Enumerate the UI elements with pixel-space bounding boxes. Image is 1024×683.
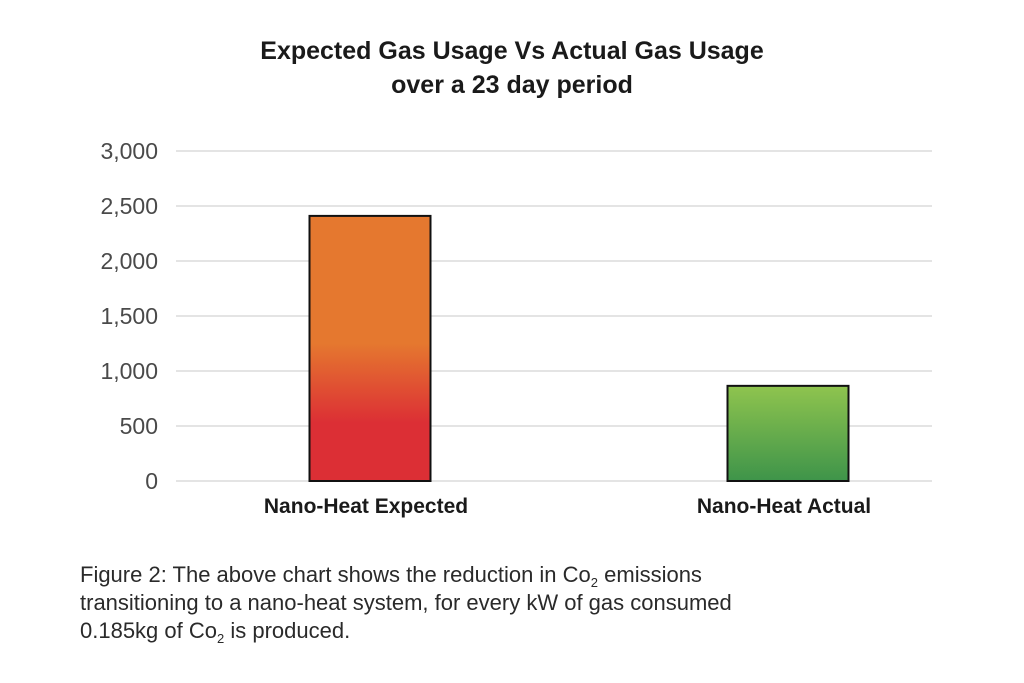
y-axis-tick-labels: 0 500 1,000 1,500 2,000 2,500 3,000	[100, 138, 158, 494]
y-tick-label: 3,000	[100, 138, 158, 164]
y-tick-label: 2,000	[100, 248, 158, 274]
figure-caption: Figure 2: The above chart shows the redu…	[80, 561, 960, 645]
y-tick-label: 2,500	[100, 193, 158, 219]
y-tick-label: 0	[145, 468, 158, 494]
caption-line-3: 0.185kg of Co2 is produced.	[80, 618, 351, 646]
bar-nano-heat-expected	[308, 214, 432, 482]
x-axis-category-labels: Nano-Heat Expected Nano-Heat Actual	[264, 495, 871, 518]
y-tick-label: 1,000	[100, 358, 158, 384]
caption-line-1: Figure 2: The above chart shows the redu…	[80, 562, 702, 590]
x-tick-label: Nano-Heat Expected	[264, 495, 468, 518]
chart-title-line-1: Expected Gas Usage Vs Actual Gas Usage	[260, 37, 764, 65]
chart-title-line-2: over a 23 day period	[391, 71, 633, 99]
y-gridlines	[176, 150, 932, 482]
bars	[308, 214, 850, 483]
chart-title: Expected Gas Usage Vs Actual Gas Usage o…	[0, 34, 1024, 102]
y-tick-label: 500	[120, 413, 158, 439]
bar-chart: 0 500 1,000 1,500 2,000 2,500 3,000 Nano-Heat …	[100, 138, 932, 518]
caption-line-2: transitioning to a nano-heat system, for…	[80, 590, 732, 615]
x-tick-label: Nano-Heat Actual	[697, 495, 871, 518]
bar-nano-heat-actual	[726, 384, 850, 483]
y-tick-label: 1,500	[100, 303, 158, 329]
